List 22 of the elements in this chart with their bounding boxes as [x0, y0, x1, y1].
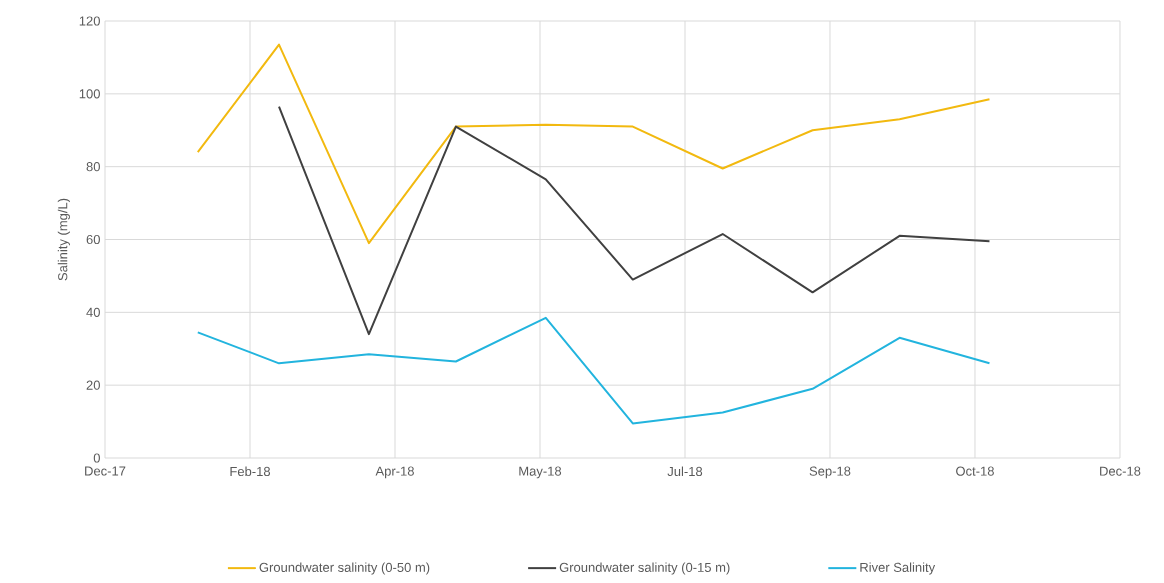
y-tick-label: 20	[86, 380, 100, 390]
x-tick-label: Feb-18	[230, 466, 271, 477]
y-tick-label: 40	[86, 307, 100, 317]
legend-label: River Salinity	[860, 562, 936, 575]
y-tick-label: 60	[86, 234, 100, 245]
line-series	[196, 316, 991, 425]
x-tick-label: Sep-18	[809, 466, 851, 479]
x-tick-label: Jul-18	[667, 466, 703, 477]
x-tick-label: May-18	[519, 466, 562, 479]
y-tick-label: 100	[79, 89, 100, 99]
legend-label: Groundwater salinity (0-50 m)	[259, 562, 430, 575]
y-axis-title: Salinity (mg/L)	[57, 198, 70, 281]
x-tick-label: Dec-17	[85, 466, 126, 476]
line-series	[196, 43, 991, 245]
x-tick-label: Oct-18	[956, 466, 994, 476]
x-tick-label: Apr-18	[375, 466, 414, 479]
y-tick-label: 120	[79, 16, 100, 26]
legend-label: Groundwater salinity (0-15 m)	[559, 562, 730, 575]
x-tick-label: Dec-18	[1100, 466, 1141, 476]
y-tick-label: 80	[86, 162, 100, 172]
line-series	[278, 105, 991, 336]
y-tick-label: 0	[93, 453, 100, 463]
